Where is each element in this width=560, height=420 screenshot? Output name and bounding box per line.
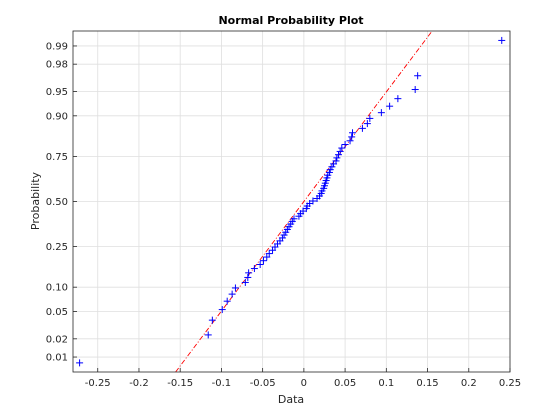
data-point bbox=[223, 297, 231, 305]
data-point bbox=[338, 144, 346, 152]
data-point bbox=[76, 359, 84, 367]
data-point bbox=[309, 197, 317, 205]
data-point bbox=[218, 306, 226, 314]
x-tick-label: -0.25 bbox=[85, 378, 111, 389]
reference-line bbox=[175, 30, 433, 373]
chart-title: Normal Probability Plot bbox=[218, 14, 363, 27]
y-tick-label: 0.05 bbox=[46, 307, 68, 318]
data-point bbox=[498, 36, 506, 44]
data-point bbox=[366, 114, 374, 122]
data-point bbox=[377, 109, 385, 117]
data-points bbox=[76, 36, 506, 367]
x-tick-label: 0 bbox=[301, 378, 307, 389]
data-point bbox=[245, 269, 253, 277]
data-point bbox=[363, 120, 371, 128]
x-tick-label: -0.15 bbox=[167, 378, 193, 389]
data-point bbox=[332, 157, 340, 165]
x-tick-label: -0.1 bbox=[212, 378, 232, 389]
x-tick-label: 0.1 bbox=[378, 378, 394, 389]
data-point bbox=[333, 154, 341, 162]
data-point bbox=[231, 284, 239, 292]
data-point bbox=[334, 151, 342, 159]
data-point bbox=[346, 137, 354, 145]
data-point bbox=[341, 141, 349, 149]
x-axis-label: Data bbox=[278, 393, 304, 406]
data-point bbox=[259, 257, 267, 265]
x-tick-label: 0.15 bbox=[416, 378, 438, 389]
y-tick-label: 0.98 bbox=[46, 60, 68, 71]
x-tick-label: 0.25 bbox=[499, 378, 521, 389]
data-point bbox=[244, 273, 252, 281]
y-tick-label: 0.99 bbox=[46, 41, 68, 52]
x-tick-label: -0.05 bbox=[250, 378, 276, 389]
x-tick-label: -0.2 bbox=[129, 378, 149, 389]
y-axis-label: Probability bbox=[29, 171, 42, 230]
data-point bbox=[414, 72, 422, 80]
data-point bbox=[265, 250, 273, 258]
y-tick-label: 0.02 bbox=[46, 334, 68, 345]
data-point bbox=[208, 316, 216, 324]
data-point bbox=[348, 133, 356, 141]
data-point bbox=[241, 278, 249, 286]
data-point bbox=[386, 102, 394, 110]
data-point bbox=[411, 86, 419, 94]
y-tick-label: 0.90 bbox=[46, 111, 68, 122]
y-tick-label: 0.95 bbox=[46, 87, 68, 98]
data-point bbox=[278, 234, 286, 242]
x-tick-label: 0.05 bbox=[334, 378, 356, 389]
y-tick-label: 0.50 bbox=[46, 197, 68, 208]
y-tick-label: 0.75 bbox=[46, 152, 68, 163]
data-point bbox=[358, 124, 366, 132]
x-axis-ticks: -0.25 -0.2 -0.15 -0.1 -0.05 0 0.05 0.1 0.15 0.2 0.… bbox=[85, 368, 521, 389]
y-tick-label: 0.01 bbox=[46, 353, 68, 364]
y-axis-ticks: 0.01 0.02 0.05 0.10 0.25 0.50 0.75 0.90 0.95 0.98… bbox=[46, 41, 77, 364]
data-point bbox=[256, 261, 264, 269]
grid-lines bbox=[73, 31, 511, 372]
data-point bbox=[290, 215, 298, 223]
data-point bbox=[336, 147, 344, 155]
data-point bbox=[228, 290, 236, 298]
x-tick-label: 0.2 bbox=[461, 378, 477, 389]
data-point bbox=[394, 95, 402, 103]
data-point bbox=[326, 166, 334, 174]
data-point bbox=[328, 163, 336, 171]
y-tick-label: 0.25 bbox=[46, 242, 68, 253]
y-tick-label: 0.10 bbox=[46, 283, 68, 294]
data-point bbox=[349, 129, 357, 137]
data-point bbox=[204, 331, 212, 339]
data-point bbox=[250, 265, 258, 273]
